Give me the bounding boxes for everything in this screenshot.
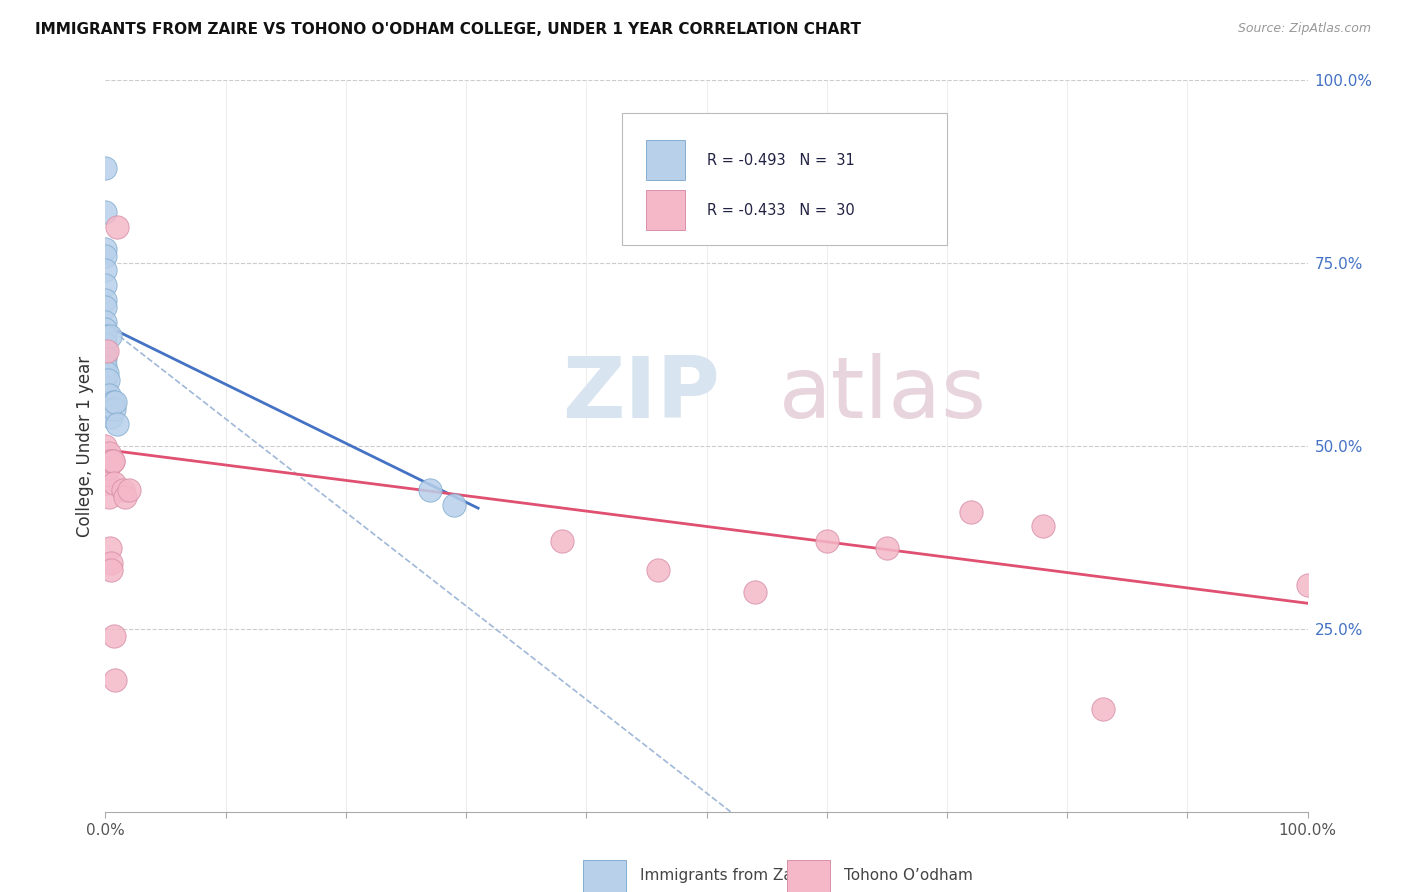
Text: Source: ZipAtlas.com: Source: ZipAtlas.com [1237,22,1371,36]
Point [101,395,124,409]
Point [103,629,125,643]
Bar [647,140,685,180]
Point [96,343,118,358]
Point [744,585,766,599]
Point [114,490,136,504]
Point [100,556,122,570]
Point [98,329,121,343]
Point [98,453,121,467]
Point [98,541,121,556]
Point [1092,702,1115,716]
Point [94,351,117,366]
Point [94,343,117,358]
Point [100,563,122,577]
Point [94,329,117,343]
Point [94,336,117,351]
Point [94,359,117,373]
Y-axis label: College, Under 1 year: College, Under 1 year [76,355,94,537]
Point [94,461,117,475]
Point [104,395,127,409]
Point [96,366,118,380]
Point [815,534,838,549]
Point [94,388,117,402]
Point [443,498,465,512]
Point [94,380,117,394]
Point [94,322,117,336]
Point [97,373,120,387]
Point [104,673,127,687]
Point [94,242,117,256]
Text: Tohono O’odham: Tohono O’odham [844,869,973,883]
Text: atlas: atlas [779,353,987,436]
Point [107,417,129,431]
Point [94,161,117,175]
Point [94,475,117,490]
Text: ZIP: ZIP [562,353,720,436]
Point [419,483,441,497]
FancyBboxPatch shape [623,113,948,245]
Point [94,366,117,380]
Point [107,219,129,234]
Point [118,483,141,497]
Point [97,461,120,475]
Point [960,505,983,519]
Point [876,541,898,556]
Point [97,475,120,490]
Point [103,402,125,417]
Point [94,205,117,219]
Point [101,453,124,467]
Text: R = -0.433   N =  30: R = -0.433 N = 30 [707,202,855,218]
Point [94,293,117,307]
Point [1032,519,1054,533]
Point [94,249,117,263]
Point [647,563,669,577]
Point [103,475,125,490]
Point [100,409,122,424]
Point [94,300,117,314]
Point [94,315,117,329]
Point [94,373,117,387]
Text: R = -0.493   N =  31: R = -0.493 N = 31 [707,153,855,168]
Point [101,453,124,467]
Point [98,490,121,504]
Point [551,534,574,549]
Point [94,278,117,293]
Point [98,388,121,402]
Point [94,439,117,453]
Text: IMMIGRANTS FROM ZAIRE VS TOHONO O'ODHAM COLLEGE, UNDER 1 YEAR CORRELATION CHART: IMMIGRANTS FROM ZAIRE VS TOHONO O'ODHAM … [35,22,860,37]
Bar [647,190,685,230]
Point [1296,578,1319,592]
Text: Immigrants from Zaire: Immigrants from Zaire [640,869,813,883]
Point [98,402,121,417]
Point [94,263,117,277]
Point [98,446,121,460]
Point [112,483,135,497]
